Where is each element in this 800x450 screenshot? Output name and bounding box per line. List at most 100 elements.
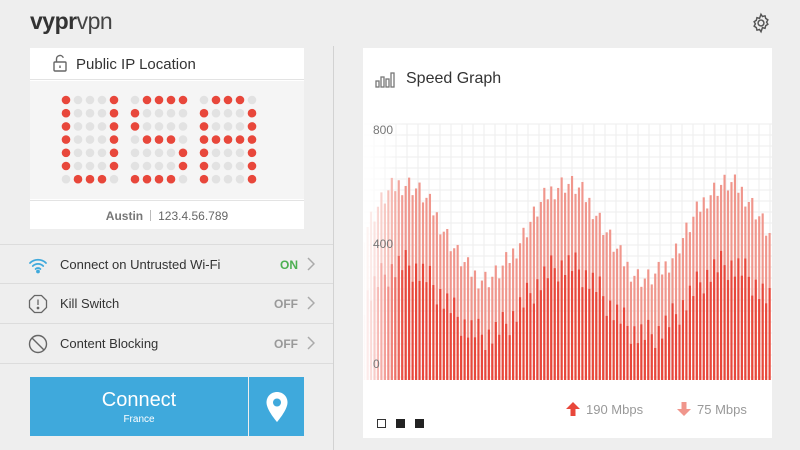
upload-bar [674, 314, 678, 380]
chevron-right-icon [307, 257, 315, 271]
map-pin-icon [266, 392, 288, 422]
upload-bar [654, 347, 657, 380]
ip-separator [150, 210, 152, 221]
upload-bar [508, 335, 511, 380]
upload-bar [408, 265, 411, 380]
download-bar [626, 261, 629, 380]
upload-bar [695, 271, 698, 380]
download-bar [678, 253, 681, 380]
matrix-dot [97, 174, 107, 184]
upload-bar [577, 269, 581, 380]
download-bar [456, 244, 459, 380]
matrix-dot [61, 161, 71, 171]
vyprvpn-logo: vyprvpn [30, 8, 113, 35]
setting-content-blocking[interactable]: Content Blocking OFF [0, 324, 333, 364]
upload-bar [446, 293, 449, 380]
upload-bar [661, 338, 664, 380]
download-bar [629, 281, 633, 380]
matrix-dot [211, 135, 221, 144]
matrix-dot [235, 135, 245, 144]
upload-bar [463, 319, 466, 380]
upload-bar [470, 320, 473, 380]
upload-bar [702, 293, 705, 380]
connect-label: Connect [101, 389, 177, 411]
matrix-dot [247, 174, 257, 184]
upload-bar [699, 282, 702, 380]
upload-bar [570, 271, 574, 380]
matrix-dot [247, 135, 257, 144]
upload-bar [609, 300, 612, 380]
upload-bar [574, 252, 577, 380]
matrix-dot [97, 161, 107, 171]
upload-bar [688, 285, 691, 380]
connect-button[interactable]: Connect France [30, 377, 248, 436]
matrix-dot [211, 108, 221, 118]
download-bar [685, 222, 688, 380]
top-bar: vyprvpn [0, 0, 800, 46]
download-bar [668, 272, 671, 380]
upload-bar [716, 272, 719, 380]
upload-bar [466, 337, 470, 380]
upload-speed: 190 Mbps [586, 402, 644, 417]
matrix-dot [154, 174, 164, 184]
bar-chart-icon [375, 72, 395, 88]
setting-kill-switch[interactable]: Kill Switch OFF [0, 284, 333, 324]
choose-location-button[interactable] [249, 377, 304, 436]
matrix-dot [235, 161, 245, 171]
speed-graph-header: Speed Graph [363, 48, 772, 104]
download-bar [473, 270, 477, 380]
page-indicator-dot[interactable] [377, 419, 386, 428]
settings-list: Connect on Untrusted Wi-Fi ON Kill Switc… [0, 244, 333, 364]
upload-bar [758, 299, 761, 380]
ip-card-title: Public IP Location [76, 56, 196, 73]
matrix-dot [73, 95, 83, 105]
matrix-dot [130, 135, 140, 144]
vertical-divider [333, 46, 334, 450]
setting-untrusted-wifi[interactable]: Connect on Untrusted Wi-Fi ON [0, 244, 333, 284]
matrix-dot [130, 108, 140, 118]
upload-bar [657, 326, 660, 380]
download-speed: 75 Mbps [697, 402, 747, 417]
download-bar [636, 269, 639, 380]
upload-bar [529, 293, 532, 380]
matrix-dot [211, 122, 221, 131]
matrix-dot [178, 122, 188, 131]
upload-bar [765, 303, 768, 380]
matrix-dot [142, 135, 152, 144]
download-bar [508, 263, 511, 380]
upload-bar [425, 282, 428, 380]
matrix-dot [199, 174, 209, 184]
matrix-dot [178, 161, 188, 171]
page-indicator-dot[interactable] [415, 419, 424, 428]
matrix-dot [154, 148, 164, 158]
upload-bar [487, 329, 490, 380]
matrix-dot [223, 95, 233, 105]
gear-icon[interactable] [750, 12, 772, 34]
matrix-dot [199, 108, 209, 118]
matrix-dot [223, 174, 233, 184]
upload-bar [640, 324, 643, 380]
matrix-dot [61, 148, 71, 158]
kill-switch-icon [28, 294, 48, 314]
download-bar [619, 245, 622, 380]
logo-bold: vypr [30, 8, 77, 34]
upload-bar [456, 316, 459, 380]
dot-matrix-display [30, 81, 304, 199]
matrix-dot [109, 108, 119, 118]
matrix-dot [178, 95, 188, 105]
download-bar [491, 276, 494, 380]
matrix-dot [73, 108, 83, 118]
download-bar [612, 251, 615, 380]
matrix-dot [109, 135, 119, 144]
matrix-dot [154, 135, 164, 144]
matrix-dot [109, 122, 119, 131]
upload-bar [626, 325, 629, 380]
page-indicator-dot[interactable] [396, 419, 405, 428]
matrix-dot [85, 148, 95, 158]
matrix-dot [223, 108, 233, 118]
upload-bar [557, 281, 560, 380]
matrix-dot [142, 148, 152, 158]
matrix-dot [130, 95, 140, 105]
matrix-dot [247, 161, 257, 171]
matrix-dot [211, 161, 221, 171]
